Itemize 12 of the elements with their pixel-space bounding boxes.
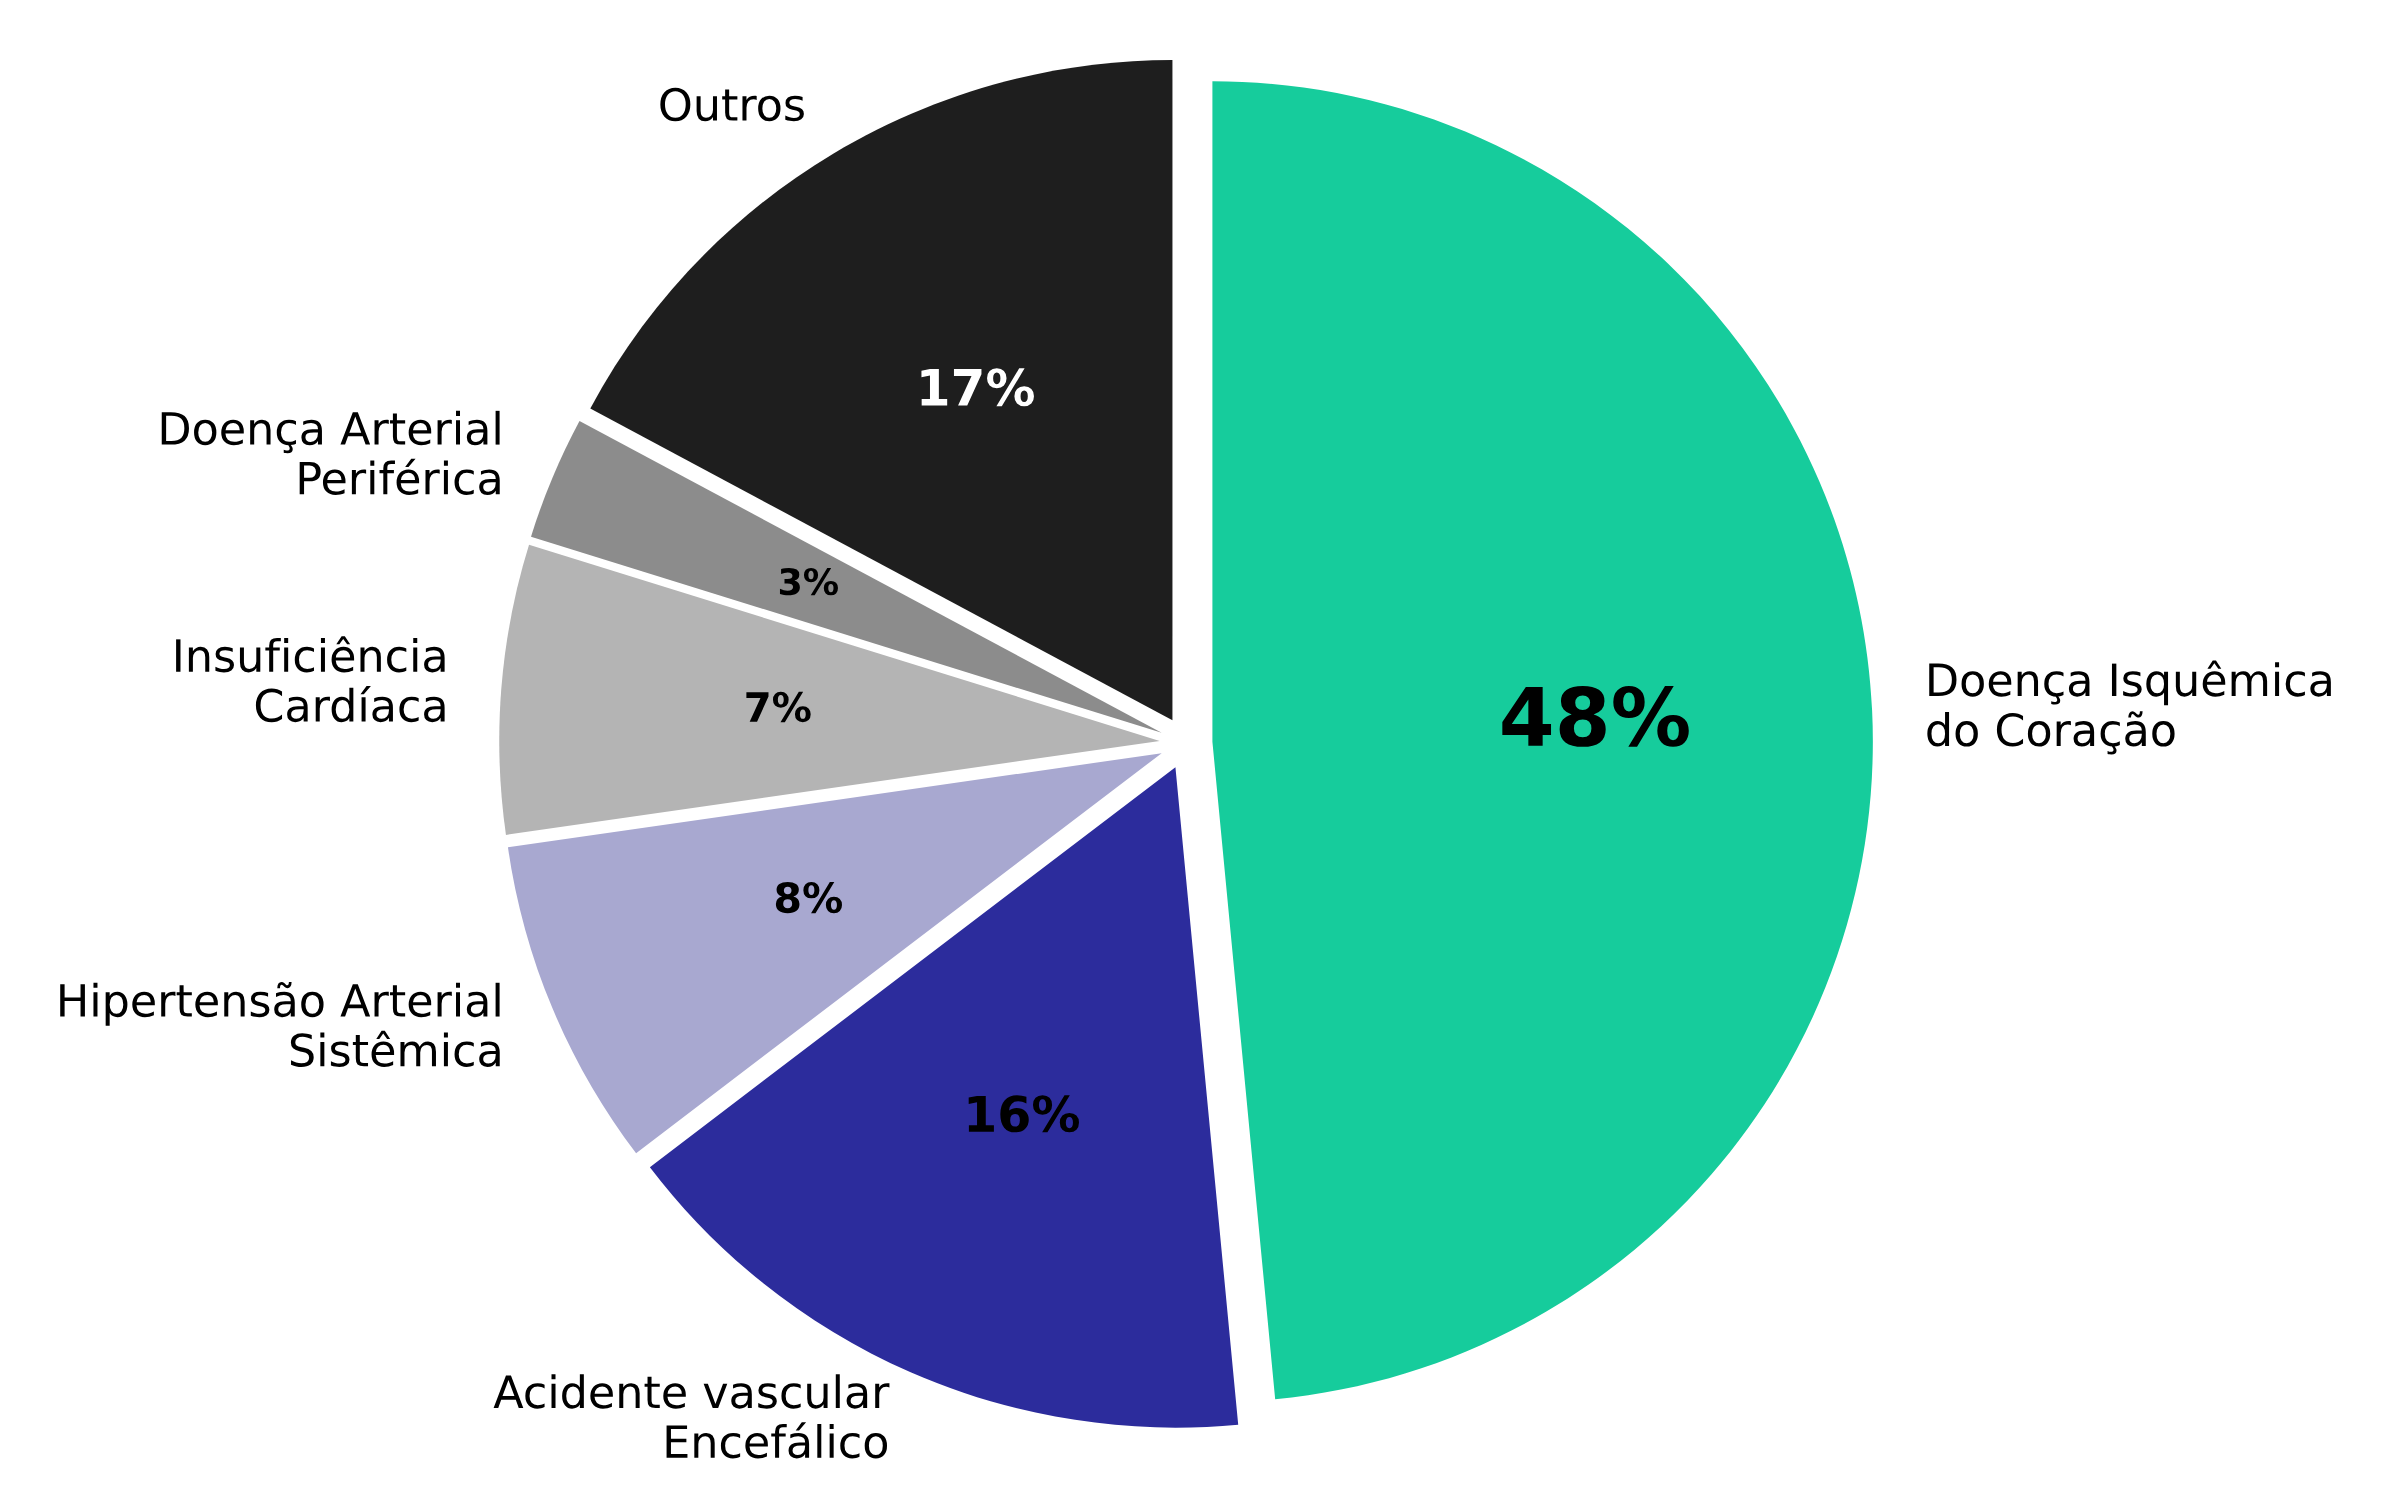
data-label: 8% <box>775 881 842 914</box>
data-label: 16% <box>968 1095 1079 1133</box>
slice-label: Doença Arterial Periférica <box>161 410 500 495</box>
data-label: 7% <box>746 691 811 723</box>
slice-label: Insuficiência Cardíaca <box>176 636 445 723</box>
slice-label: Outros <box>660 87 804 122</box>
data-label: 48% <box>1502 686 1689 747</box>
slice-label: Doença Isquêmica do Coração <box>1927 660 2331 755</box>
data-label: 17% <box>921 368 1034 407</box>
data-label: 3% <box>779 567 838 596</box>
slice-label: Acidente vascular Encefálico <box>493 1374 890 1459</box>
slice-label: Hipertensão Arterial Sistêmica <box>60 982 500 1067</box>
